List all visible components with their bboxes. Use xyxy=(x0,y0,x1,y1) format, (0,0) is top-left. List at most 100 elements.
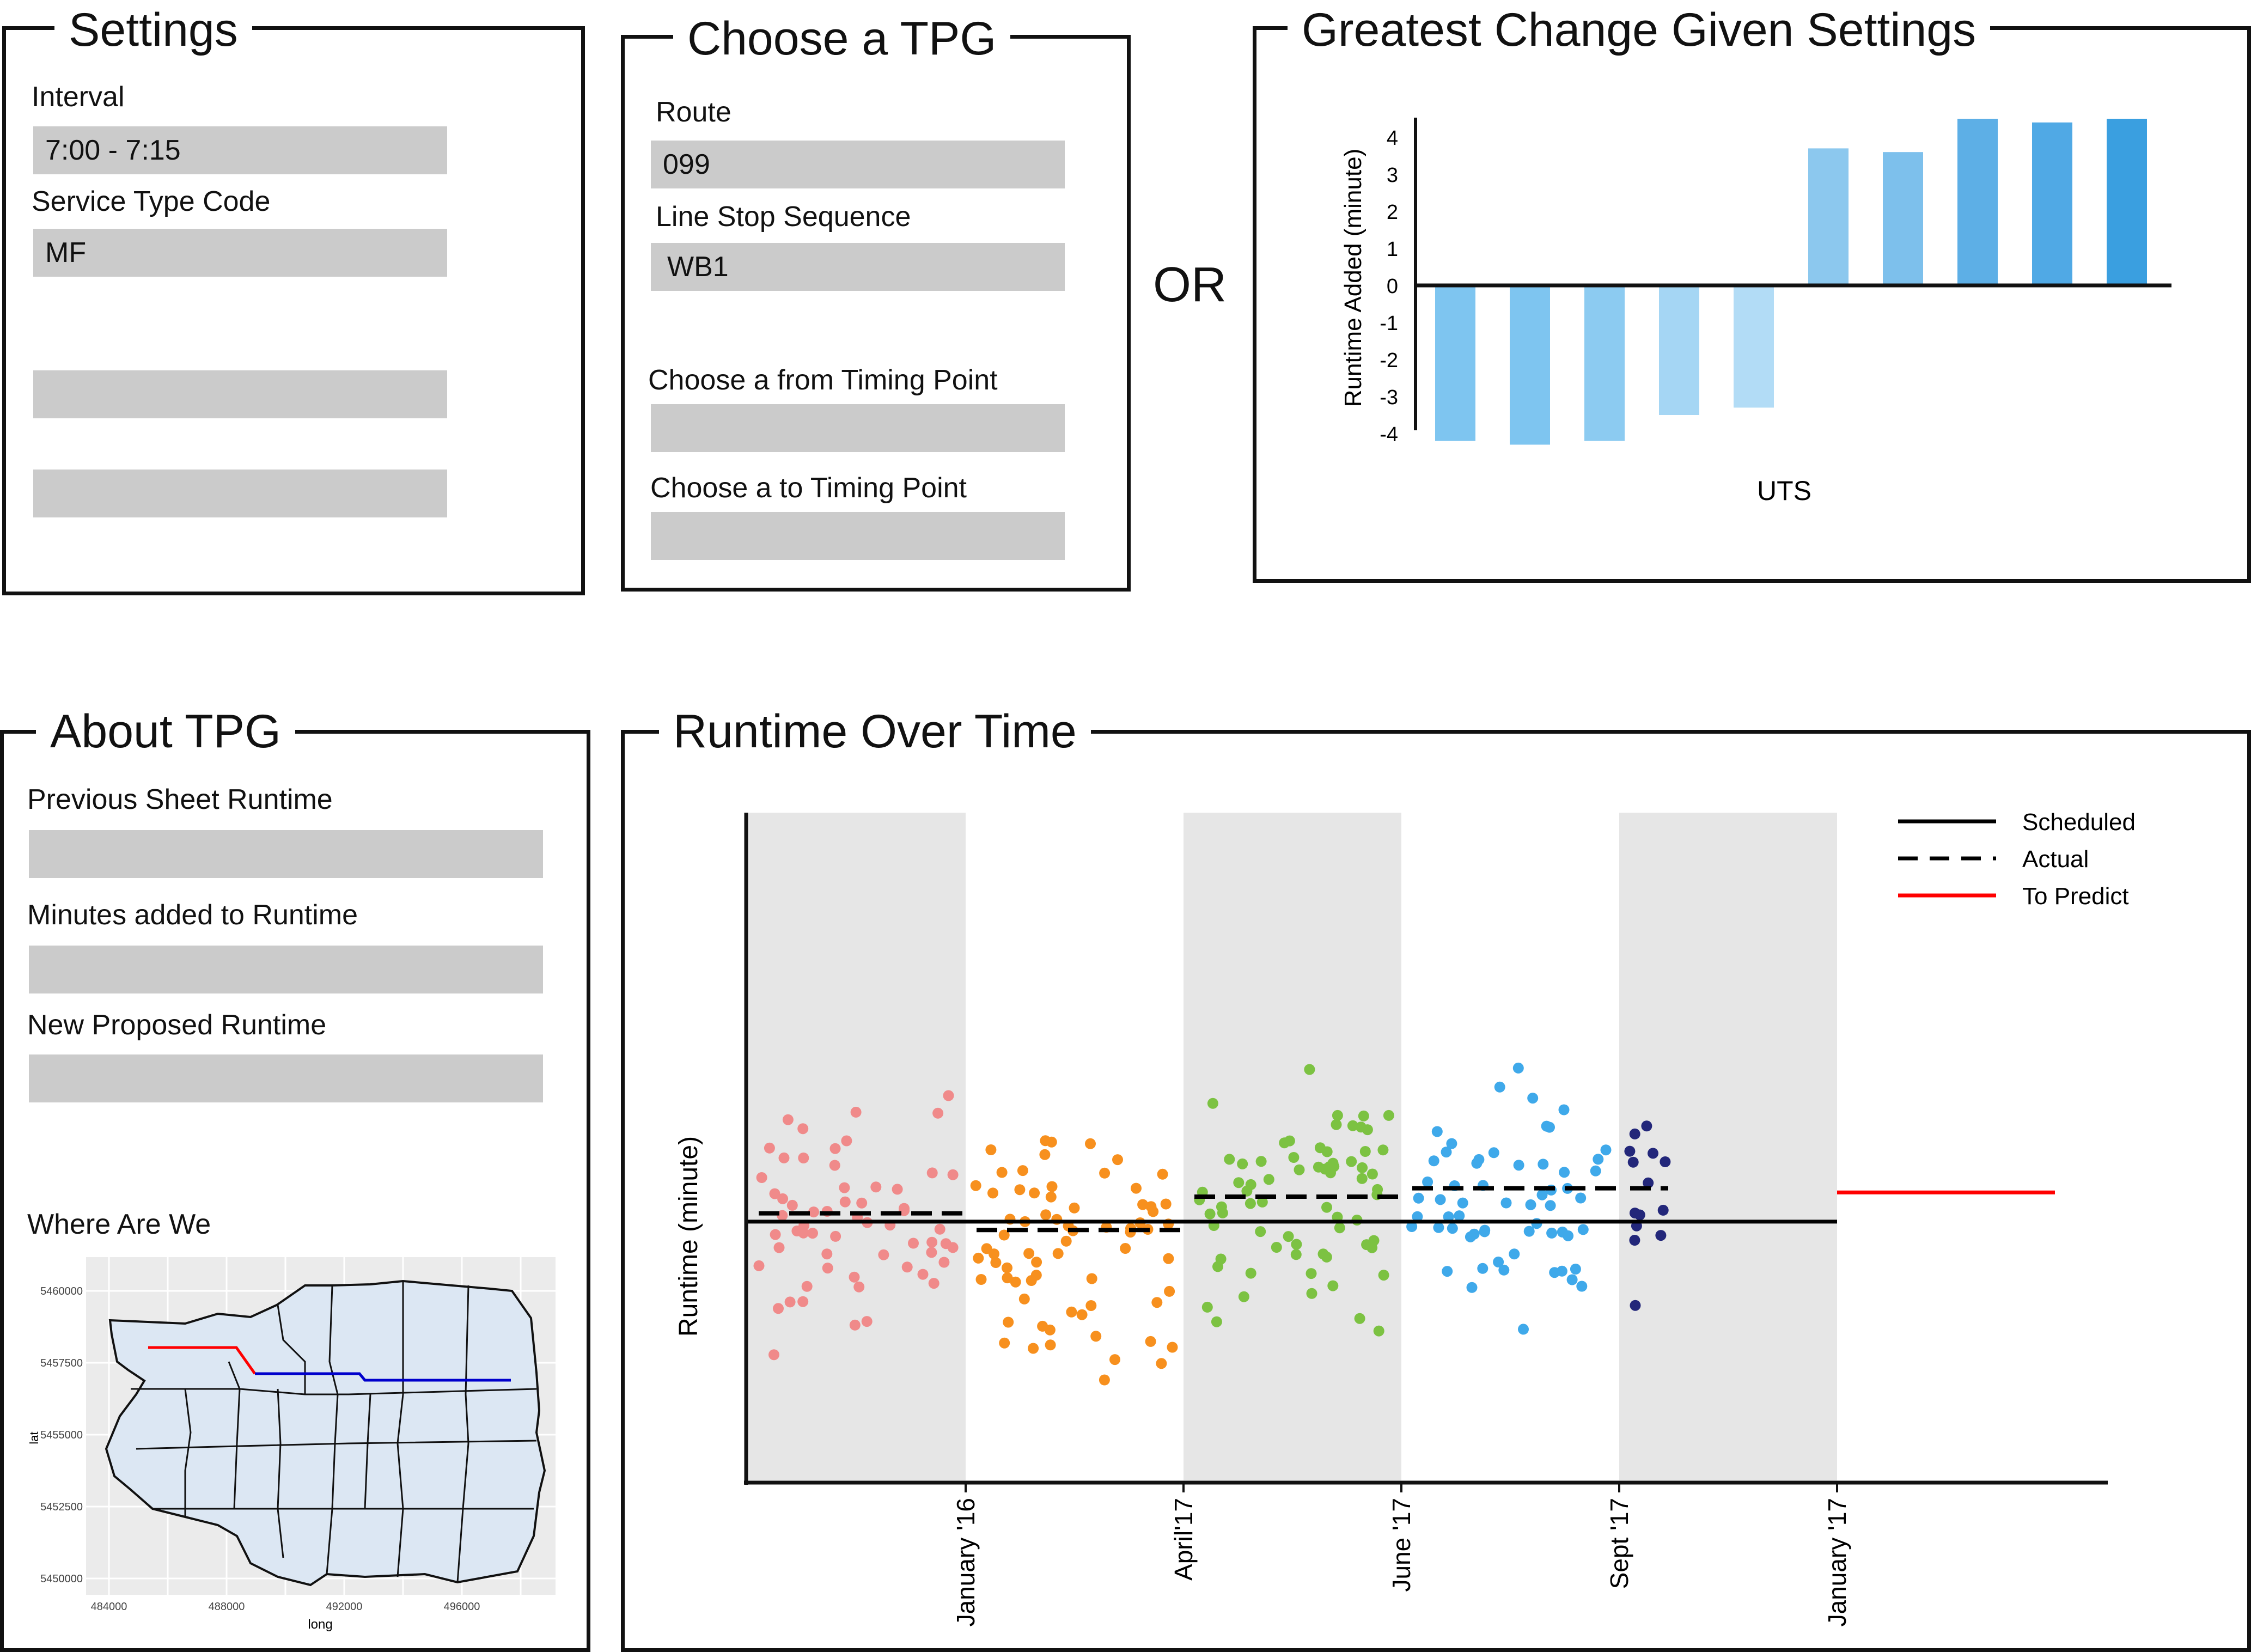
rt-data-point xyxy=(1512,1062,1524,1074)
rt-data-point xyxy=(973,1252,984,1264)
gc-y-tick-label: 3 xyxy=(1387,164,1398,187)
rt-data-point xyxy=(1238,1291,1249,1302)
rt-data-point xyxy=(773,1242,785,1253)
rt-data-point xyxy=(1076,1309,1088,1320)
settings-title: Settings xyxy=(54,7,252,53)
rt-data-point xyxy=(850,1106,862,1118)
greatest-change-title: Greatest Change Given Settings xyxy=(1288,7,1991,53)
new-runtime-field[interactable] xyxy=(29,1054,543,1102)
interval-label: Interval xyxy=(32,81,125,113)
rt-data-point xyxy=(1513,1160,1524,1171)
rt-data-point xyxy=(1040,1209,1052,1221)
rt-data-point xyxy=(943,1090,954,1101)
rt-data-point xyxy=(1577,1224,1589,1235)
rt-data-point xyxy=(1357,1162,1368,1173)
rt-x-tick-label: Sept '17 xyxy=(1605,1498,1633,1589)
rt-data-point xyxy=(1317,1248,1329,1260)
rt-data-point xyxy=(861,1316,873,1327)
rt-data-point xyxy=(1099,1167,1111,1179)
settings-extra-field-1[interactable] xyxy=(33,370,447,418)
interval-field[interactable]: 7:00 - 7:15 xyxy=(33,126,447,174)
rt-data-point xyxy=(1002,1272,1013,1284)
rt-data-point xyxy=(1085,1138,1096,1149)
rt-data-point xyxy=(926,1236,938,1248)
rt-data-point xyxy=(1643,1177,1654,1188)
rt-data-point xyxy=(987,1187,998,1199)
rt-data-point xyxy=(1441,1147,1452,1158)
rt-data-point xyxy=(1657,1204,1669,1216)
rt-data-point xyxy=(1040,1135,1051,1147)
rt-data-point xyxy=(908,1238,919,1249)
rt-data-point xyxy=(1477,1263,1489,1274)
rt-data-point xyxy=(1066,1306,1077,1318)
line-stop-field[interactable]: WB1 xyxy=(651,243,1065,291)
rt-data-point xyxy=(996,1167,1008,1178)
rt-data-point xyxy=(917,1269,929,1280)
rt-data-point xyxy=(1291,1239,1302,1250)
rt-data-point xyxy=(1634,1209,1645,1221)
gc-bar xyxy=(1584,285,1625,441)
settings-extra-field-2[interactable] xyxy=(33,470,447,517)
rt-data-point xyxy=(770,1229,781,1240)
rt-data-point xyxy=(756,1172,767,1183)
prev-runtime-field[interactable] xyxy=(29,830,543,878)
rt-data-point xyxy=(807,1228,818,1239)
minutes-added-field[interactable] xyxy=(29,946,543,993)
rt-data-point xyxy=(892,1184,903,1195)
rt-data-point xyxy=(1358,1110,1369,1121)
rt-data-point xyxy=(1233,1177,1245,1188)
rt-data-point xyxy=(821,1248,833,1260)
to-timing-label: Choose a to Timing Point xyxy=(650,472,967,504)
rt-data-point xyxy=(970,1180,981,1191)
map-y-tick-label: 5450000 xyxy=(40,1573,83,1585)
rt-data-point xyxy=(1241,1185,1253,1197)
rt-data-point xyxy=(1558,1104,1570,1115)
rt-data-point xyxy=(797,1296,809,1307)
rt-data-point xyxy=(839,1182,850,1193)
rt-data-point xyxy=(1354,1313,1365,1324)
rt-data-point xyxy=(1211,1316,1222,1327)
rt-data-point xyxy=(1493,1257,1504,1267)
map-x-tick-label: 496000 xyxy=(444,1601,480,1613)
gc-y-tick-label: -2 xyxy=(1380,349,1398,372)
map-x-axis-label: long xyxy=(308,1617,332,1632)
location-map: 5460000 5457500 5455000 5452500 5450000 4840… xyxy=(27,1257,556,1632)
rt-data-point xyxy=(1544,1121,1555,1133)
rt-data-point xyxy=(1347,1120,1358,1131)
rt-data-point xyxy=(1443,1211,1454,1222)
gc-bar xyxy=(2032,122,2072,286)
rt-data-point xyxy=(1256,1196,1268,1208)
rt-data-point xyxy=(1039,1149,1051,1160)
rt-data-point xyxy=(1328,1161,1340,1172)
greatest-change-chart: 4 3 2 1 0 -1 -2 -3 -4 Runtime Added (minute) UTS xyxy=(1340,118,2171,506)
new-runtime-label: New Proposed Runtime xyxy=(27,1009,327,1041)
rt-data-point xyxy=(1288,1152,1300,1163)
rt-data-point xyxy=(1060,1235,1072,1247)
rt-data-point xyxy=(1018,1293,1030,1304)
rt-x-tick-label: January '16 xyxy=(951,1498,980,1626)
rt-data-point xyxy=(1378,1270,1389,1281)
gc-x-axis-label: UTS xyxy=(1757,476,1811,506)
service-type-field[interactable]: MF xyxy=(33,229,447,277)
rt-data-point xyxy=(1332,1110,1343,1121)
rt-data-point xyxy=(1216,1201,1227,1212)
from-timing-field[interactable] xyxy=(651,404,1065,452)
rt-data-point xyxy=(928,1278,940,1289)
rt-data-point xyxy=(1557,1227,1568,1238)
from-timing-label: Choose a from Timing Point xyxy=(648,364,998,396)
to-timing-field[interactable] xyxy=(651,512,1065,560)
rt-data-point xyxy=(753,1260,765,1271)
route-field[interactable]: 099 xyxy=(651,141,1065,188)
service-type-label: Service Type Code xyxy=(32,186,271,217)
rt-data-point xyxy=(1433,1222,1444,1233)
rt-data-point xyxy=(1447,1223,1458,1234)
rt-data-point xyxy=(1085,1300,1097,1311)
rt-legend-label: Actual xyxy=(2022,846,2089,873)
rt-data-point xyxy=(1224,1154,1235,1165)
rt-data-point xyxy=(791,1226,803,1236)
rt-data-point xyxy=(1157,1168,1168,1180)
rt-data-point xyxy=(1028,1343,1039,1354)
rt-data-point xyxy=(1271,1242,1282,1253)
gc-y-tick-label: -4 xyxy=(1380,423,1398,446)
rt-data-point xyxy=(777,1193,789,1204)
